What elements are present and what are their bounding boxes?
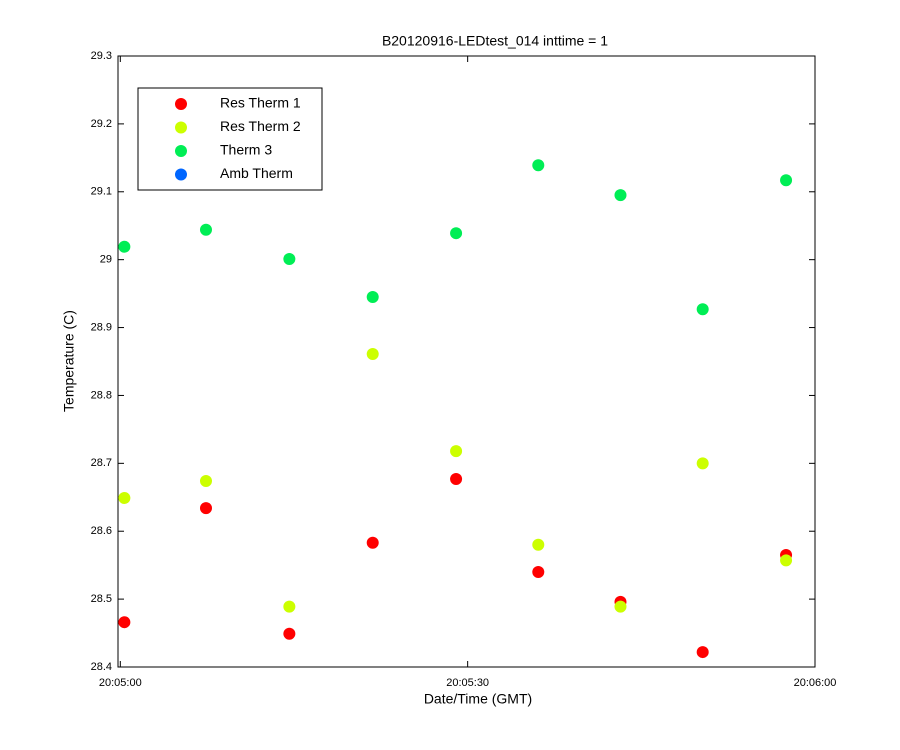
data-point	[450, 445, 463, 458]
y-tick-label: 29.3	[91, 50, 112, 62]
y-tick-label: 29.1	[91, 186, 112, 198]
y-tick-label: 28.7	[91, 457, 112, 469]
data-point	[118, 616, 131, 629]
legend-label: Therm 3	[220, 142, 272, 158]
legend-marker	[175, 121, 187, 134]
data-point	[366, 348, 379, 361]
data-point	[450, 227, 463, 240]
x-axis-label: Date/Time (GMT)	[424, 691, 532, 707]
data-point	[614, 189, 627, 202]
legend-label: Amb Therm	[220, 165, 293, 181]
data-point	[283, 627, 296, 640]
data-point	[450, 472, 463, 485]
data-point	[532, 538, 545, 551]
y-tick-label: 28.5	[91, 593, 112, 605]
data-point	[199, 502, 212, 515]
data-point	[614, 600, 627, 613]
legend-label: Res Therm 2	[220, 118, 301, 134]
legend-box	[137, 87, 323, 191]
data-point	[199, 223, 212, 236]
y-tick-label: 29.2	[91, 118, 112, 130]
data-point	[199, 474, 212, 487]
x-tick-label: 20:05:00	[99, 677, 142, 689]
plot-frame	[117, 55, 816, 668]
y-tick-label: 29	[100, 254, 112, 266]
legend-marker	[175, 168, 187, 181]
y-tick-label: 28.4	[91, 661, 112, 673]
y-tick-label: 28.9	[91, 321, 112, 333]
data-point	[366, 291, 379, 304]
data-point	[532, 159, 545, 172]
x-tick-label: 20:06:00	[794, 677, 837, 689]
data-point	[283, 600, 296, 613]
data-point	[118, 240, 131, 253]
data-point	[780, 554, 793, 567]
data-point	[696, 457, 709, 470]
y-tick-label: 28.8	[91, 389, 112, 401]
data-point	[283, 252, 296, 265]
legend-label: Res Therm 1	[220, 95, 301, 111]
legend-marker	[175, 145, 187, 157]
data-point	[532, 565, 545, 578]
data-point	[118, 491, 131, 504]
y-axis-label: Temperature (C)	[61, 310, 77, 412]
data-point	[696, 303, 709, 316]
chart-title: B20120916-LEDtest_014 inttime = 1	[382, 33, 608, 49]
legend-marker	[175, 98, 187, 110]
data-point	[366, 536, 379, 549]
data-point	[780, 174, 793, 187]
data-point	[696, 646, 709, 659]
y-tick-label: 28.6	[91, 525, 112, 537]
x-tick-label: 20:05:30	[446, 677, 489, 689]
